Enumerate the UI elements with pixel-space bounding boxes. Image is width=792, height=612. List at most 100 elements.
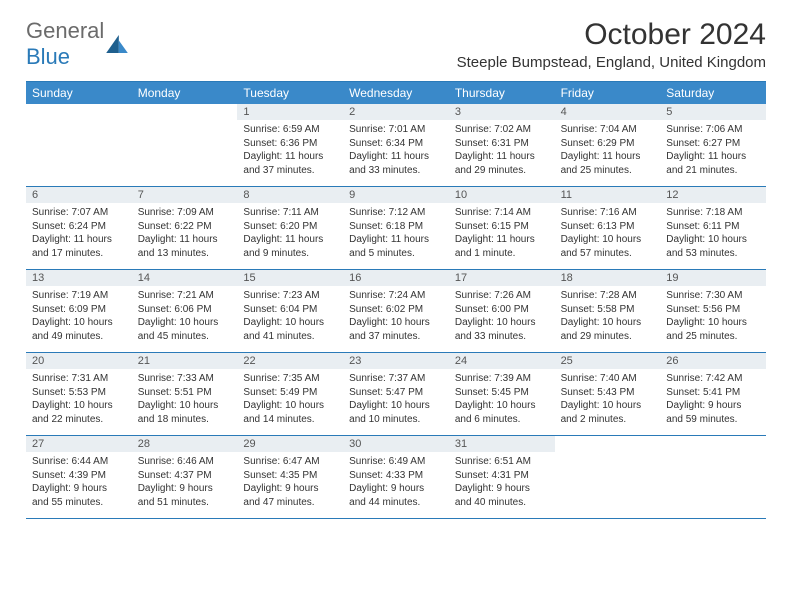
day-content: Sunrise: 7:07 AMSunset: 6:24 PMDaylight:… <box>26 203 132 266</box>
sunrise-text: Sunrise: 7:37 AM <box>349 372 443 386</box>
day-number: 9 <box>343 187 449 203</box>
daylight-text: Daylight: 10 hours and 6 minutes. <box>455 399 549 426</box>
daylight-text: Daylight: 11 hours and 33 minutes. <box>349 150 443 177</box>
day-content: Sunrise: 6:46 AMSunset: 4:37 PMDaylight:… <box>132 452 238 515</box>
sunrise-text: Sunrise: 7:39 AM <box>455 372 549 386</box>
month-title: October 2024 <box>457 18 766 52</box>
sunrise-text: Sunrise: 6:49 AM <box>349 455 443 469</box>
day-content: Sunrise: 7:39 AMSunset: 5:45 PMDaylight:… <box>449 369 555 432</box>
sunset-text: Sunset: 5:49 PM <box>243 386 337 400</box>
day-cell: 15Sunrise: 7:23 AMSunset: 6:04 PMDayligh… <box>237 270 343 352</box>
week-row: 13Sunrise: 7:19 AMSunset: 6:09 PMDayligh… <box>26 270 766 353</box>
day-content: Sunrise: 7:30 AMSunset: 5:56 PMDaylight:… <box>660 286 766 349</box>
sunset-text: Sunset: 6:00 PM <box>455 303 549 317</box>
day-number: 5 <box>660 104 766 120</box>
sunrise-text: Sunrise: 7:31 AM <box>32 372 126 386</box>
week-row: 27Sunrise: 6:44 AMSunset: 4:39 PMDayligh… <box>26 436 766 519</box>
day-content: Sunrise: 7:02 AMSunset: 6:31 PMDaylight:… <box>449 120 555 183</box>
day-header-row: Sunday Monday Tuesday Wednesday Thursday… <box>26 82 766 104</box>
day-content: Sunrise: 6:51 AMSunset: 4:31 PMDaylight:… <box>449 452 555 515</box>
day-content: Sunrise: 7:04 AMSunset: 6:29 PMDaylight:… <box>555 120 661 183</box>
day-cell: 14Sunrise: 7:21 AMSunset: 6:06 PMDayligh… <box>132 270 238 352</box>
sunrise-text: Sunrise: 6:47 AM <box>243 455 337 469</box>
daylight-text: Daylight: 10 hours and 22 minutes. <box>32 399 126 426</box>
week-row: 6Sunrise: 7:07 AMSunset: 6:24 PMDaylight… <box>26 187 766 270</box>
day-content: Sunrise: 7:21 AMSunset: 6:06 PMDaylight:… <box>132 286 238 349</box>
day-cell: 23Sunrise: 7:37 AMSunset: 5:47 PMDayligh… <box>343 353 449 435</box>
day-number: 14 <box>132 270 238 286</box>
sunset-text: Sunset: 6:29 PM <box>561 137 655 151</box>
logo-text-1: General <box>26 18 104 43</box>
sunset-text: Sunset: 5:45 PM <box>455 386 549 400</box>
daylight-text: Daylight: 10 hours and 10 minutes. <box>349 399 443 426</box>
sunset-text: Sunset: 4:31 PM <box>455 469 549 483</box>
sunset-text: Sunset: 6:02 PM <box>349 303 443 317</box>
daylight-text: Daylight: 11 hours and 37 minutes. <box>243 150 337 177</box>
sunrise-text: Sunrise: 7:24 AM <box>349 289 443 303</box>
daylight-text: Daylight: 10 hours and 2 minutes. <box>561 399 655 426</box>
day-number: 16 <box>343 270 449 286</box>
dayhead-wed: Wednesday <box>343 82 449 104</box>
daylight-text: Daylight: 10 hours and 45 minutes. <box>138 316 232 343</box>
day-cell: 7Sunrise: 7:09 AMSunset: 6:22 PMDaylight… <box>132 187 238 269</box>
day-cell: 27Sunrise: 6:44 AMSunset: 4:39 PMDayligh… <box>26 436 132 518</box>
day-number: 26 <box>660 353 766 369</box>
daylight-text: Daylight: 10 hours and 18 minutes. <box>138 399 232 426</box>
day-content: Sunrise: 7:31 AMSunset: 5:53 PMDaylight:… <box>26 369 132 432</box>
day-number: 13 <box>26 270 132 286</box>
sunset-text: Sunset: 6:22 PM <box>138 220 232 234</box>
day-content: Sunrise: 7:19 AMSunset: 6:09 PMDaylight:… <box>26 286 132 349</box>
sunrise-text: Sunrise: 7:26 AM <box>455 289 549 303</box>
location: Steeple Bumpstead, England, United Kingd… <box>457 54 766 71</box>
logo-text-2: Blue <box>26 44 70 69</box>
sunset-text: Sunset: 5:41 PM <box>666 386 760 400</box>
day-number: 10 <box>449 187 555 203</box>
daylight-text: Daylight: 11 hours and 1 minute. <box>455 233 549 260</box>
day-content: Sunrise: 7:28 AMSunset: 5:58 PMDaylight:… <box>555 286 661 349</box>
sunset-text: Sunset: 4:37 PM <box>138 469 232 483</box>
day-number: 1 <box>237 104 343 120</box>
dayhead-mon: Monday <box>132 82 238 104</box>
sunrise-text: Sunrise: 7:28 AM <box>561 289 655 303</box>
daylight-text: Daylight: 10 hours and 37 minutes. <box>349 316 443 343</box>
daylight-text: Daylight: 10 hours and 29 minutes. <box>561 316 655 343</box>
sunset-text: Sunset: 6:34 PM <box>349 137 443 151</box>
day-content: Sunrise: 7:01 AMSunset: 6:34 PMDaylight:… <box>343 120 449 183</box>
sunrise-text: Sunrise: 7:02 AM <box>455 123 549 137</box>
sunset-text: Sunset: 4:39 PM <box>32 469 126 483</box>
daylight-text: Daylight: 10 hours and 14 minutes. <box>243 399 337 426</box>
day-cell: 5Sunrise: 7:06 AMSunset: 6:27 PMDaylight… <box>660 104 766 186</box>
sunset-text: Sunset: 5:58 PM <box>561 303 655 317</box>
day-content: Sunrise: 7:11 AMSunset: 6:20 PMDaylight:… <box>237 203 343 266</box>
daylight-text: Daylight: 11 hours and 21 minutes. <box>666 150 760 177</box>
daylight-text: Daylight: 9 hours and 55 minutes. <box>32 482 126 509</box>
sunrise-text: Sunrise: 7:21 AM <box>138 289 232 303</box>
sunrise-text: Sunrise: 7:11 AM <box>243 206 337 220</box>
logo-text: General Blue <box>26 18 104 70</box>
sunset-text: Sunset: 6:20 PM <box>243 220 337 234</box>
day-number: 28 <box>132 436 238 452</box>
day-cell <box>132 104 238 186</box>
day-number: 24 <box>449 353 555 369</box>
sunrise-text: Sunrise: 7:30 AM <box>666 289 760 303</box>
day-number: 21 <box>132 353 238 369</box>
sunrise-text: Sunrise: 7:42 AM <box>666 372 760 386</box>
day-number: 18 <box>555 270 661 286</box>
day-number: 27 <box>26 436 132 452</box>
day-content: Sunrise: 6:47 AMSunset: 4:35 PMDaylight:… <box>237 452 343 515</box>
daylight-text: Daylight: 10 hours and 33 minutes. <box>455 316 549 343</box>
day-content: Sunrise: 7:23 AMSunset: 6:04 PMDaylight:… <box>237 286 343 349</box>
day-content: Sunrise: 7:12 AMSunset: 6:18 PMDaylight:… <box>343 203 449 266</box>
day-cell: 17Sunrise: 7:26 AMSunset: 6:00 PMDayligh… <box>449 270 555 352</box>
daylight-text: Daylight: 9 hours and 40 minutes. <box>455 482 549 509</box>
dayhead-tue: Tuesday <box>237 82 343 104</box>
day-content: Sunrise: 7:42 AMSunset: 5:41 PMDaylight:… <box>660 369 766 432</box>
sunset-text: Sunset: 6:15 PM <box>455 220 549 234</box>
daylight-text: Daylight: 11 hours and 29 minutes. <box>455 150 549 177</box>
day-content: Sunrise: 7:26 AMSunset: 6:00 PMDaylight:… <box>449 286 555 349</box>
sunset-text: Sunset: 4:35 PM <box>243 469 337 483</box>
day-cell: 1Sunrise: 6:59 AMSunset: 6:36 PMDaylight… <box>237 104 343 186</box>
dayhead-thu: Thursday <box>449 82 555 104</box>
day-cell: 22Sunrise: 7:35 AMSunset: 5:49 PMDayligh… <box>237 353 343 435</box>
sunset-text: Sunset: 6:06 PM <box>138 303 232 317</box>
